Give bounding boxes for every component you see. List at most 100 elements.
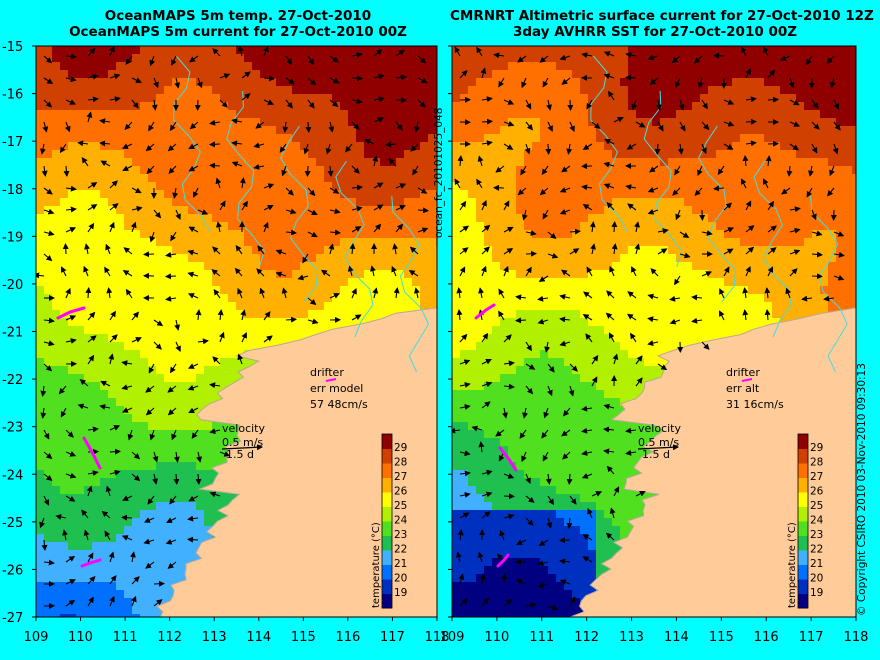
copyright-label: © Copyright CSIRO 2010 03-Nov-2010 09:30… xyxy=(856,363,868,616)
current-arrow xyxy=(789,249,801,256)
current-arrow xyxy=(131,99,139,109)
current-arrow xyxy=(649,165,659,173)
current-arrow xyxy=(109,469,121,476)
current-arrow xyxy=(328,121,335,133)
colorbar-segment xyxy=(798,492,808,507)
current-arrow xyxy=(40,385,47,397)
current-arrow xyxy=(65,99,77,105)
current-arrow xyxy=(516,579,527,585)
current-arrow xyxy=(385,141,397,148)
current-arrow xyxy=(561,429,571,437)
current-arrow xyxy=(87,552,94,563)
current-arrow xyxy=(241,200,248,211)
current-arrow xyxy=(187,249,199,256)
current-arrow xyxy=(417,207,429,214)
current-arrow xyxy=(417,227,429,234)
current-arrow xyxy=(827,187,835,197)
current-arrow xyxy=(174,319,181,331)
current-arrow xyxy=(173,451,180,463)
current-arrow xyxy=(625,74,637,81)
current-arrow xyxy=(679,231,690,239)
right-panel-title: CMRNRT Altimetric surface current for 27… xyxy=(450,8,874,40)
current-arrow xyxy=(542,451,549,462)
current-arrow xyxy=(131,473,141,482)
current-arrow xyxy=(209,141,221,148)
river-line xyxy=(753,160,792,338)
current-arrow xyxy=(538,275,549,282)
current-arrow xyxy=(625,449,637,456)
current-arrow xyxy=(43,340,55,347)
current-arrow xyxy=(320,269,331,277)
current-arrow xyxy=(525,341,532,352)
current-arrow xyxy=(525,99,532,110)
current-arrow xyxy=(789,143,800,151)
current-arrow xyxy=(608,332,615,343)
current-arrow xyxy=(351,165,360,174)
current-arrow xyxy=(255,121,265,129)
current-arrow xyxy=(109,575,117,585)
current-arrow xyxy=(100,380,111,387)
current-arrow xyxy=(285,55,293,66)
land-mass xyxy=(155,296,437,617)
current-arrow xyxy=(671,55,681,64)
current-arrow xyxy=(121,407,133,413)
current-arrow xyxy=(329,187,340,194)
current-arrow xyxy=(60,407,67,418)
current-arrow xyxy=(503,226,514,233)
current-arrow xyxy=(123,247,133,255)
current-arrow xyxy=(165,538,177,545)
current-arrow xyxy=(542,209,549,220)
current-arrow xyxy=(833,251,845,258)
current-arrow xyxy=(547,363,555,373)
current-arrow xyxy=(525,602,537,609)
current-arrow xyxy=(697,77,704,89)
current-arrow xyxy=(693,55,703,64)
colorbar-segment xyxy=(798,579,808,594)
current-arrow xyxy=(767,225,777,233)
current-arrow xyxy=(219,99,228,108)
current-arrow xyxy=(723,227,735,233)
current-arrow xyxy=(105,243,111,255)
velocity-speed: 0.5 m/s xyxy=(222,436,263,449)
current-arrow xyxy=(691,294,703,301)
colorbar-segment xyxy=(798,477,808,493)
lon-tick-label: 111 xyxy=(113,630,138,645)
current-arrow xyxy=(109,73,121,80)
current-arrow xyxy=(170,231,177,242)
current-arrow xyxy=(677,143,684,155)
current-arrow xyxy=(745,200,752,211)
colorbar-tick-label: 25 xyxy=(810,500,823,512)
current-arrow xyxy=(582,143,593,150)
current-arrow xyxy=(165,251,177,258)
lon-tick-label: 112 xyxy=(574,630,599,645)
velocity-key-arrow xyxy=(637,444,679,451)
current-arrow xyxy=(481,246,490,255)
current-arrow xyxy=(566,517,573,529)
current-arrow xyxy=(493,52,505,59)
lon-tick-label: 109 xyxy=(24,630,49,645)
current-arrow xyxy=(547,495,555,506)
lat-tick-label: -19 xyxy=(2,230,23,245)
current-arrow xyxy=(285,187,294,196)
current-arrow xyxy=(647,340,659,347)
forecast-id-label: ocean_fc_20101025_048 xyxy=(433,107,445,238)
current-arrow xyxy=(329,293,340,299)
current-arrow xyxy=(122,495,133,501)
right-title-line-1: CMRNRT Altimetric surface current for 27… xyxy=(450,8,874,24)
current-arrow xyxy=(237,46,244,57)
current-arrow xyxy=(131,205,143,212)
current-arrow xyxy=(603,426,615,433)
current-arrow xyxy=(302,253,309,264)
current-arrow xyxy=(109,180,118,189)
current-arrow xyxy=(789,99,800,106)
current-arrow xyxy=(559,208,571,215)
current-arrow xyxy=(647,293,659,300)
current-arrow xyxy=(86,485,93,497)
colorbar-segment xyxy=(798,564,808,580)
current-arrow xyxy=(81,509,89,519)
current-arrow xyxy=(351,226,362,233)
current-arrow xyxy=(145,143,155,152)
current-arrow xyxy=(789,121,801,127)
current-arrow xyxy=(657,363,668,371)
